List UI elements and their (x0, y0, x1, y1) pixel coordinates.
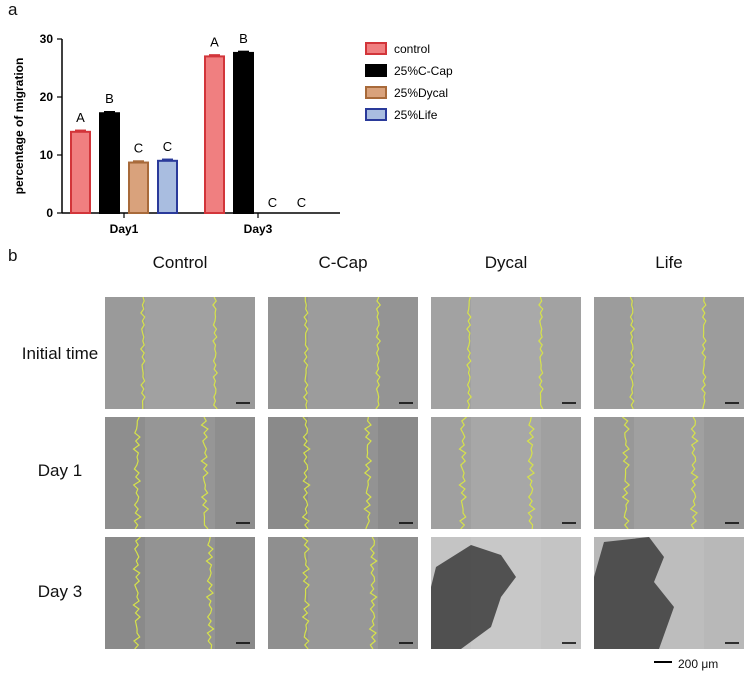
legend-label-25life: 25%Life (394, 108, 438, 122)
wound-margin-line (375, 297, 381, 409)
wound-margin-line (132, 417, 142, 529)
bar-25ccap-day3 (233, 51, 254, 214)
legend-label-25ccap: 25%C-Cap (394, 64, 453, 78)
y-tick-label: 20 (40, 90, 54, 104)
wound-margin-line (701, 297, 707, 409)
wound-margin-line (200, 417, 210, 529)
micrograph-life-initial (594, 297, 744, 409)
bar-control-day3 (204, 55, 225, 215)
bar-25ccap-day1 (99, 112, 120, 214)
panel-a-label: a (8, 0, 18, 19)
bar-control-day1 (70, 130, 91, 214)
wound-margin-line (368, 537, 378, 649)
significance-letter: C (134, 141, 143, 156)
micrograph-dycal-day3 (431, 537, 581, 649)
wound-margin-line (466, 297, 472, 409)
column-header-life: Life (655, 253, 683, 272)
bar-25dycal-day1 (128, 161, 149, 214)
legend-swatch-25dycal (365, 86, 387, 99)
debris-blob (431, 545, 516, 649)
micrograph-c-cap-initial (268, 297, 418, 409)
wound-margin-line (132, 537, 141, 649)
scale-bar-label: 200 μm (678, 657, 719, 671)
wound-margin-line (629, 297, 635, 409)
wound-margin-line (689, 417, 699, 529)
significance-letter: C (268, 195, 277, 210)
y-axis-label: percentage of migration (12, 58, 26, 195)
column-header-c-cap: C-Cap (318, 253, 368, 272)
micrograph-control-day3 (105, 537, 255, 649)
micrograph-control-initial (105, 297, 255, 409)
significance-letter: B (239, 31, 248, 46)
significance-letter: C (297, 195, 306, 210)
wound-margin-line (301, 417, 311, 529)
micrograph-c-cap-day1 (268, 417, 418, 529)
wound-margin-line (458, 417, 467, 529)
column-header-control: Control (152, 253, 208, 272)
wound-margin-line (363, 417, 373, 529)
micrograph-life-day1 (594, 417, 744, 529)
micrograph-dycal-day1 (431, 417, 581, 529)
significance-letter: A (210, 34, 219, 49)
y-tick-label: 10 (40, 148, 54, 162)
micrograph-c-cap-day3 (268, 537, 418, 649)
scale-bar-line (654, 661, 672, 663)
y-tick-label: 30 (40, 32, 54, 46)
wound-margin-line (526, 417, 536, 529)
legend-swatch-25ccap (365, 64, 387, 77)
wound-margin-line (301, 537, 311, 649)
legend-swatch-25life (365, 108, 387, 121)
legend-label-control: control (394, 42, 430, 56)
legend-swatch-control (365, 42, 387, 55)
significance-letter: B (105, 91, 114, 106)
wound-margin-line (538, 297, 544, 409)
x-tick-label-day1: Day1 (110, 222, 139, 236)
row-header-day-1: Day 1 (37, 461, 83, 480)
significance-letter: A (76, 110, 85, 125)
micrograph-control-day1 (105, 417, 255, 529)
wound-margin-line (205, 537, 215, 649)
row-header-initial-time: Initial time (21, 344, 99, 363)
wound-margin-line (303, 297, 309, 409)
migration-bar-chart: 0 10 20 30 percentage of migration A B C C A B C C Da… (12, 31, 453, 236)
micrograph-life-day3 (594, 537, 744, 649)
wound-margin-line (140, 297, 146, 409)
x-tick-label-day3: Day3 (244, 222, 273, 236)
micrograph-dycal-initial (431, 297, 581, 409)
bar-25life-day1 (157, 159, 178, 215)
panel-b-label: b (8, 246, 18, 265)
debris-blob (594, 537, 674, 649)
wound-margin-line (621, 417, 631, 529)
y-tick-label: 0 (46, 206, 53, 220)
significance-letter: C (163, 139, 172, 154)
wound-margin-line (212, 297, 218, 409)
column-header-dycal: Dycal (484, 253, 528, 272)
row-header-day-3: Day 3 (37, 582, 83, 601)
legend-label-25dycal: 25%Dycal (394, 86, 448, 100)
